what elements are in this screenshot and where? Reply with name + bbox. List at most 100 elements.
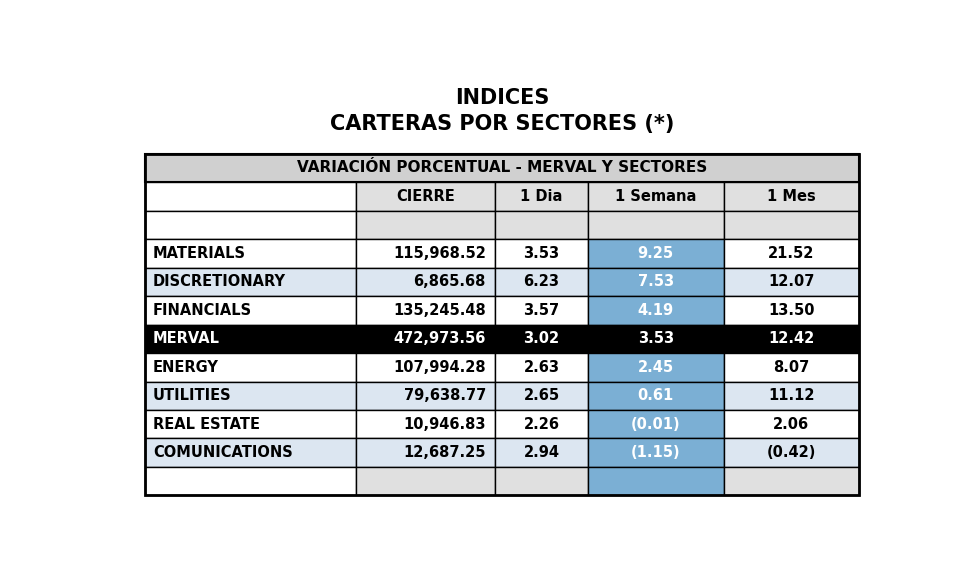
Text: 7.53: 7.53 xyxy=(638,274,674,290)
Text: 4.19: 4.19 xyxy=(638,303,674,318)
Bar xyxy=(723,267,859,296)
Text: CIERRE: CIERRE xyxy=(396,189,455,204)
Bar xyxy=(356,182,495,211)
Bar xyxy=(588,467,723,496)
Text: DISCRETIONARY: DISCRETIONARY xyxy=(153,274,286,290)
Text: 472,973.56: 472,973.56 xyxy=(394,331,486,347)
Text: 12,687.25: 12,687.25 xyxy=(404,445,486,460)
Text: 8.07: 8.07 xyxy=(773,360,809,375)
Bar xyxy=(145,239,356,267)
Bar xyxy=(723,211,859,239)
Text: 115,968.52: 115,968.52 xyxy=(393,246,486,261)
Bar xyxy=(588,239,723,267)
Bar xyxy=(588,439,723,467)
Text: 12.07: 12.07 xyxy=(768,274,814,290)
Bar xyxy=(495,267,588,296)
Text: REAL ESTATE: REAL ESTATE xyxy=(153,417,260,432)
Bar xyxy=(145,439,356,467)
Text: 9.25: 9.25 xyxy=(638,246,674,261)
Text: 1 Semana: 1 Semana xyxy=(615,189,697,204)
Bar xyxy=(495,410,588,439)
Text: MATERIALS: MATERIALS xyxy=(153,246,246,261)
Text: 135,245.48: 135,245.48 xyxy=(393,303,486,318)
Bar xyxy=(723,182,859,211)
Bar xyxy=(356,353,495,382)
Text: 3.57: 3.57 xyxy=(523,303,560,318)
Bar xyxy=(356,324,495,353)
Bar xyxy=(723,324,859,353)
Bar xyxy=(588,382,723,410)
Text: (0.01): (0.01) xyxy=(631,417,680,432)
Bar xyxy=(723,467,859,496)
Bar xyxy=(145,353,356,382)
Bar xyxy=(495,353,588,382)
Text: 2.26: 2.26 xyxy=(523,417,560,432)
Text: VARIACIÓN PORCENTUAL - MERVAL Y SECTORES: VARIACIÓN PORCENTUAL - MERVAL Y SECTORES xyxy=(297,160,708,175)
Bar xyxy=(145,324,356,353)
Bar xyxy=(356,439,495,467)
Bar xyxy=(588,211,723,239)
Text: 2.06: 2.06 xyxy=(773,417,809,432)
Text: UTILITIES: UTILITIES xyxy=(153,388,231,403)
Text: 2.63: 2.63 xyxy=(523,360,560,375)
Bar xyxy=(723,296,859,324)
Bar xyxy=(495,211,588,239)
Text: 1 Dia: 1 Dia xyxy=(520,189,563,204)
Text: FINANCIALS: FINANCIALS xyxy=(153,303,252,318)
Text: 12.42: 12.42 xyxy=(768,331,814,347)
Text: 21.52: 21.52 xyxy=(768,246,814,261)
Bar xyxy=(356,410,495,439)
Bar xyxy=(145,467,356,496)
Bar xyxy=(723,439,859,467)
Text: 107,994.28: 107,994.28 xyxy=(393,360,486,375)
Bar xyxy=(356,467,495,496)
Bar xyxy=(495,382,588,410)
Text: 6.23: 6.23 xyxy=(523,274,560,290)
Text: 11.12: 11.12 xyxy=(768,388,814,403)
Bar xyxy=(588,296,723,324)
Bar xyxy=(145,154,859,496)
Bar xyxy=(495,439,588,467)
Bar xyxy=(145,296,356,324)
Bar xyxy=(723,382,859,410)
Bar xyxy=(145,410,356,439)
Text: 3.53: 3.53 xyxy=(638,331,674,347)
Bar xyxy=(588,410,723,439)
Bar xyxy=(356,239,495,267)
Bar xyxy=(145,267,356,296)
Bar xyxy=(723,410,859,439)
Text: 10,946.83: 10,946.83 xyxy=(404,417,486,432)
Text: COMUNICATIONS: COMUNICATIONS xyxy=(153,445,293,460)
Text: CARTERAS POR SECTORES (*): CARTERAS POR SECTORES (*) xyxy=(330,114,674,134)
Text: (0.42): (0.42) xyxy=(766,445,816,460)
Text: INDICES: INDICES xyxy=(455,88,550,108)
Bar xyxy=(495,239,588,267)
Bar xyxy=(723,353,859,382)
Bar xyxy=(145,182,356,211)
Bar xyxy=(723,239,859,267)
Text: 3.02: 3.02 xyxy=(523,331,560,347)
Bar xyxy=(495,296,588,324)
Text: 3.53: 3.53 xyxy=(523,246,560,261)
Text: MERVAL: MERVAL xyxy=(153,331,220,347)
Bar xyxy=(588,324,723,353)
Bar xyxy=(356,267,495,296)
Bar xyxy=(145,154,859,182)
Text: ENERGY: ENERGY xyxy=(153,360,219,375)
Bar xyxy=(588,267,723,296)
Text: 2.94: 2.94 xyxy=(523,445,560,460)
Bar xyxy=(588,182,723,211)
Text: 0.61: 0.61 xyxy=(638,388,674,403)
Bar xyxy=(356,211,495,239)
Bar xyxy=(588,353,723,382)
Text: 2.45: 2.45 xyxy=(638,360,674,375)
Text: 79,638.77: 79,638.77 xyxy=(404,388,486,403)
Bar xyxy=(495,467,588,496)
Bar xyxy=(356,382,495,410)
Text: (1.15): (1.15) xyxy=(631,445,680,460)
Text: 2.65: 2.65 xyxy=(523,388,560,403)
Bar xyxy=(145,211,356,239)
Bar xyxy=(495,182,588,211)
Bar xyxy=(145,382,356,410)
Text: 13.50: 13.50 xyxy=(768,303,814,318)
